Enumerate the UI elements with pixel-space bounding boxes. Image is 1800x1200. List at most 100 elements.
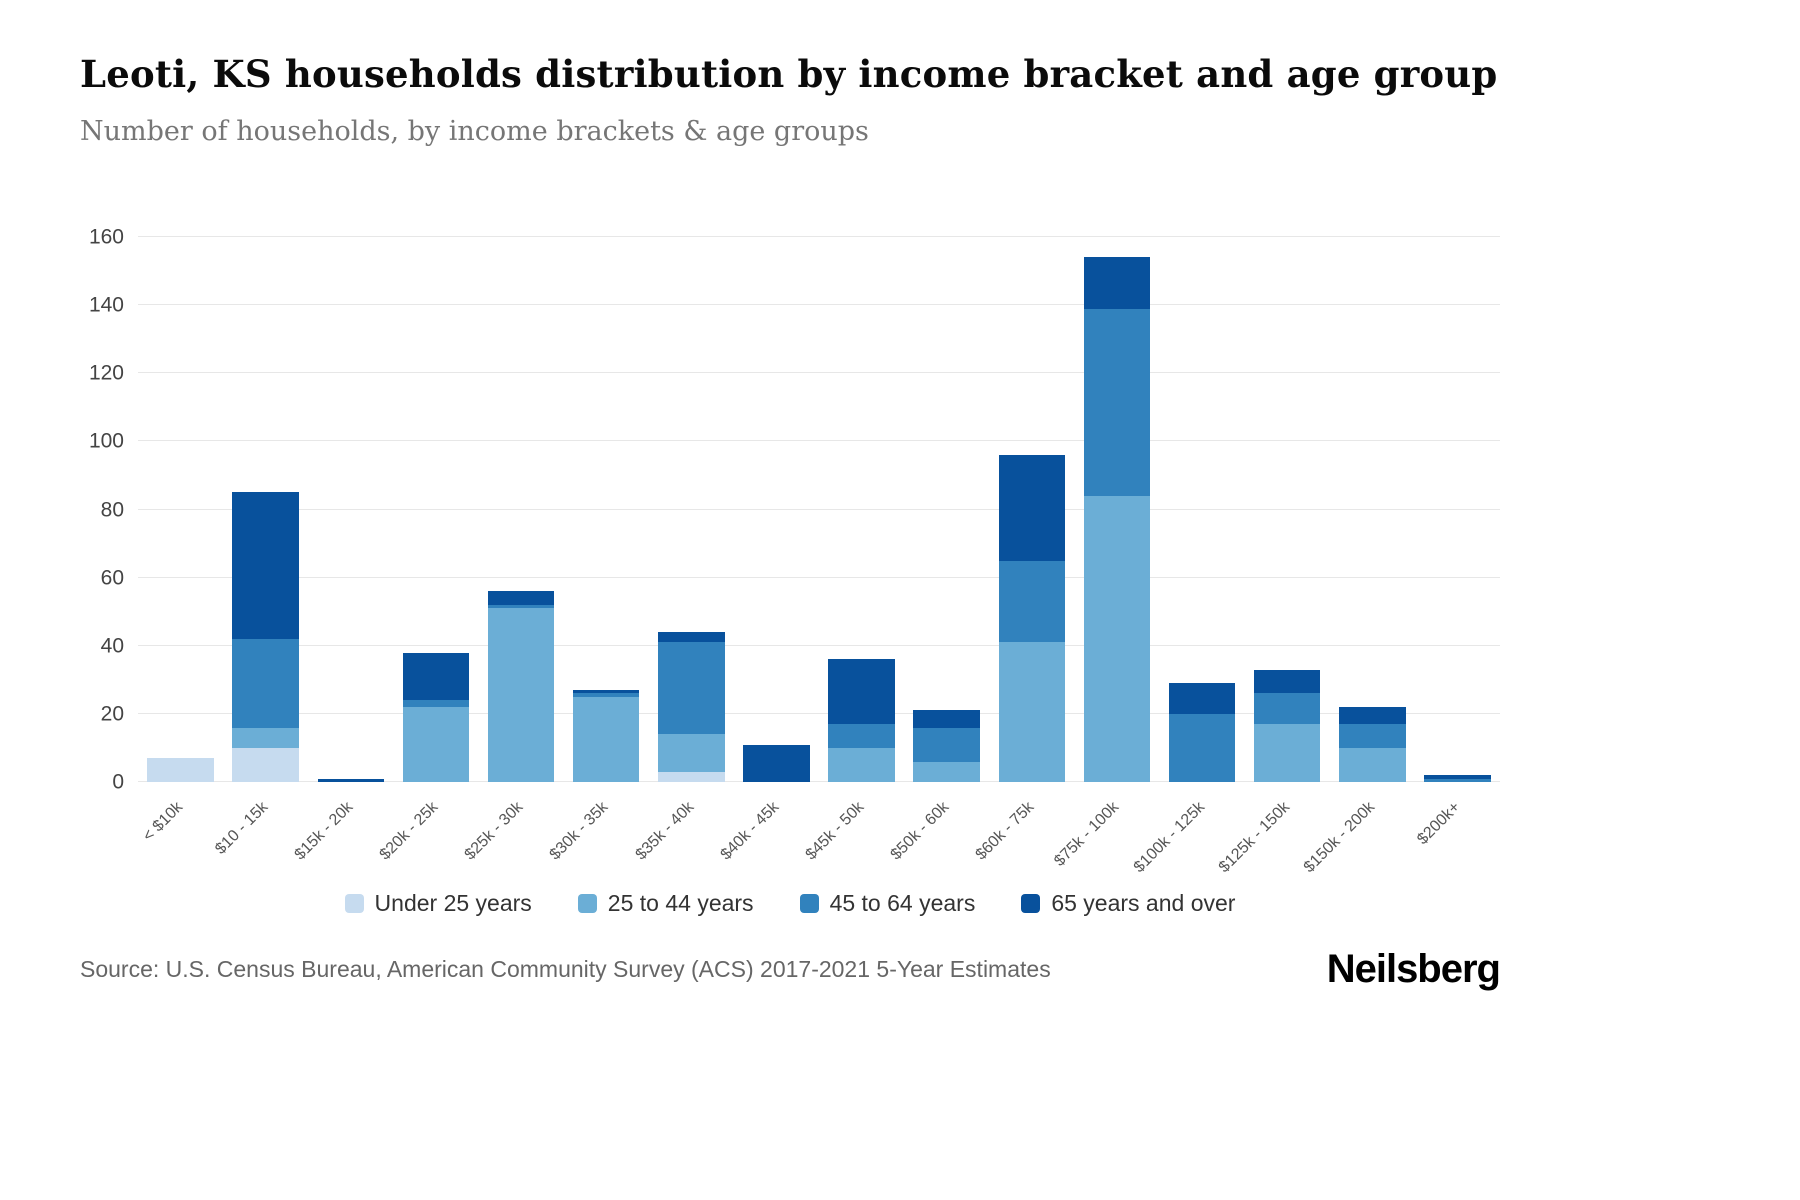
bar-segment bbox=[828, 659, 895, 725]
x-tick-slot: $40k - 45k bbox=[717, 782, 819, 882]
x-tick-slot: $50k - 60k bbox=[887, 782, 989, 882]
bar-group bbox=[819, 237, 904, 782]
bar-segment bbox=[1168, 683, 1236, 714]
y-tick-label: 0 bbox=[112, 770, 124, 794]
bar-group bbox=[1160, 237, 1245, 782]
bar-group bbox=[393, 237, 478, 782]
chart-card: Leoti, KS households distribution by inc… bbox=[80, 52, 1501, 991]
legend-swatch bbox=[577, 894, 597, 913]
bar-segment bbox=[1339, 707, 1406, 725]
grid-layer bbox=[138, 236, 1500, 782]
bar-segment bbox=[1424, 775, 1491, 779]
bar-group bbox=[138, 237, 223, 782]
bar-segment bbox=[402, 707, 470, 782]
gridline bbox=[138, 576, 1500, 578]
bar-stack bbox=[998, 237, 1065, 782]
bar-segment bbox=[998, 455, 1065, 561]
bar-stack bbox=[658, 237, 725, 782]
bar-segment bbox=[658, 771, 725, 782]
y-tick-label: 100 bbox=[88, 429, 124, 453]
bar-segment bbox=[658, 734, 725, 772]
bar-stack bbox=[743, 237, 810, 782]
bar-stack bbox=[317, 237, 384, 782]
bar-segment bbox=[232, 638, 299, 728]
gridline bbox=[138, 644, 1500, 646]
bar-segment bbox=[1083, 257, 1151, 309]
bar-group bbox=[904, 237, 989, 782]
gridline bbox=[138, 372, 1500, 374]
gridline bbox=[138, 440, 1500, 442]
bar-group bbox=[649, 237, 734, 782]
bar-stack bbox=[402, 237, 470, 782]
bar-segment bbox=[1168, 713, 1236, 782]
legend: Under 25 years 25 to 44 years 45 to 64 yea… bbox=[80, 890, 1500, 917]
bar-segment bbox=[1339, 747, 1406, 782]
legend-swatch bbox=[799, 894, 819, 913]
bar-stack bbox=[147, 237, 214, 782]
y-tick-label: 80 bbox=[100, 498, 124, 521]
bar-segment bbox=[1083, 495, 1151, 782]
plot-area bbox=[138, 236, 1500, 782]
x-tick-slot: $150k - 200k bbox=[1301, 782, 1415, 882]
bar-segment bbox=[1083, 308, 1151, 496]
x-tick-slot: $35k - 40k bbox=[632, 782, 734, 882]
legend-swatch bbox=[1021, 894, 1041, 913]
bar-segment bbox=[1253, 669, 1321, 694]
bar-group bbox=[479, 237, 564, 782]
y-tick-label: 40 bbox=[100, 634, 124, 658]
bar-group bbox=[1074, 237, 1159, 782]
x-tick-slot: $45k - 50k bbox=[802, 782, 904, 882]
bar-stack bbox=[1424, 237, 1491, 782]
brand-logo: Neilsberg bbox=[1326, 947, 1501, 991]
bar-segment bbox=[487, 608, 555, 782]
legend-label: 65 years and over bbox=[1051, 890, 1236, 916]
bar-stack bbox=[1083, 237, 1151, 782]
bar-stack bbox=[232, 237, 299, 782]
bar-group bbox=[989, 237, 1074, 782]
x-tick-label: $200k+ bbox=[1413, 798, 1464, 849]
bar-segment bbox=[658, 632, 725, 643]
bar-segment bbox=[402, 652, 470, 701]
bar-segment bbox=[828, 747, 895, 782]
bar-group bbox=[1245, 237, 1330, 782]
x-tick-slot: $20k - 25k bbox=[377, 782, 478, 882]
bar-segment bbox=[1253, 693, 1321, 725]
gridline bbox=[138, 781, 1500, 782]
bar-stack bbox=[913, 237, 980, 782]
bar-segment bbox=[658, 642, 725, 735]
legend-label: 45 to 64 years bbox=[829, 890, 976, 916]
bar-segment bbox=[828, 724, 895, 748]
bar-segment bbox=[998, 642, 1065, 782]
legend-item[interactable]: 65 years and over bbox=[1021, 890, 1235, 917]
bar-segment bbox=[572, 693, 640, 697]
legend-item[interactable]: 45 to 64 years bbox=[799, 890, 976, 917]
legend-item[interactable]: Under 25 years bbox=[344, 890, 532, 917]
bar-segment bbox=[487, 591, 555, 605]
x-tick-slot: $10 - 15k bbox=[212, 782, 308, 882]
bar-stack bbox=[1168, 237, 1236, 782]
bar-stack bbox=[1339, 237, 1406, 782]
bar-segment bbox=[572, 690, 640, 694]
bar-segment bbox=[1424, 778, 1491, 782]
gridline bbox=[138, 712, 1500, 714]
x-tick-slot: < $10k bbox=[138, 782, 223, 882]
x-tick-slot: $25k - 30k bbox=[462, 782, 564, 882]
bar-group bbox=[1330, 237, 1415, 782]
bar-group bbox=[734, 237, 819, 782]
x-axis: < $10k $10 - 15k $15k - 20k $20k - 25k $25k … bbox=[138, 782, 1500, 882]
legend-label: 25 to 44 years bbox=[607, 890, 754, 916]
legend-label: Under 25 years bbox=[374, 890, 532, 916]
y-tick-label: 60 bbox=[100, 566, 124, 590]
bar-segment bbox=[913, 727, 980, 762]
bar-segment bbox=[402, 700, 470, 708]
bar-segment bbox=[487, 604, 555, 609]
gridline bbox=[138, 508, 1500, 510]
bar-segment bbox=[232, 727, 299, 748]
legend-item[interactable]: 25 to 44 years bbox=[577, 890, 754, 917]
bar-segment bbox=[572, 696, 640, 782]
x-tick-slot: $15k - 20k bbox=[292, 782, 393, 882]
gridline bbox=[138, 304, 1500, 306]
bar-stack bbox=[572, 237, 640, 782]
bar-segment bbox=[232, 492, 299, 639]
y-axis: 0 20 40 60 80 100 120 140 160 bbox=[80, 227, 138, 793]
